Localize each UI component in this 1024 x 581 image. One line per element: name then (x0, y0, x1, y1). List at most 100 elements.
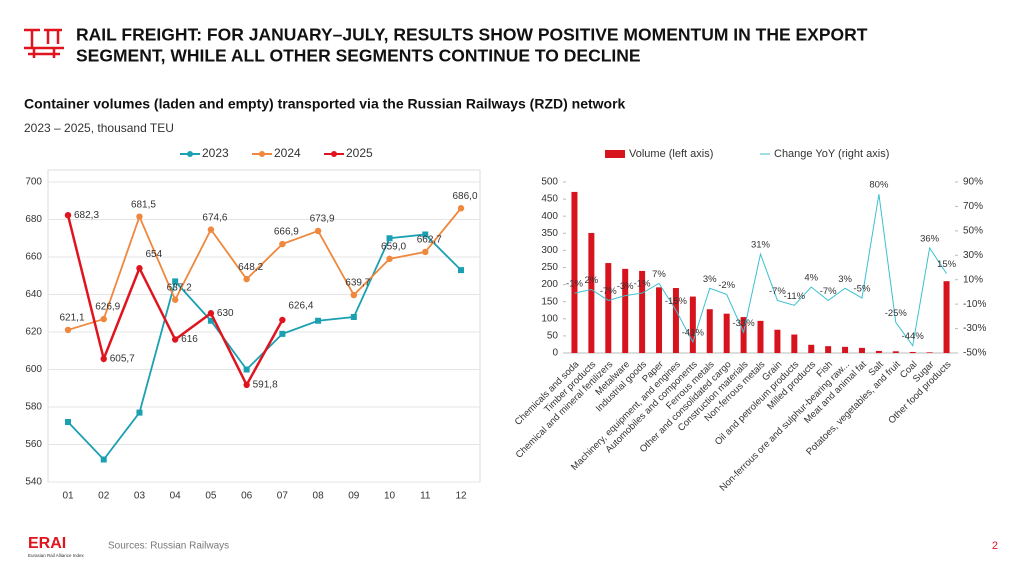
page-number: 2 (992, 540, 998, 552)
legend-marker (331, 151, 337, 157)
marker (243, 366, 250, 373)
data-label: 630 (217, 308, 234, 319)
bar (740, 317, 747, 353)
data-label: -7% (769, 286, 786, 297)
data-label: 591,8 (253, 380, 278, 391)
bar (943, 281, 950, 353)
data-label: -7% (600, 286, 617, 297)
x-tick-label: 06 (241, 491, 253, 502)
bar (774, 329, 781, 353)
marker (386, 255, 393, 263)
marker (243, 381, 250, 389)
data-label: -11% (784, 291, 806, 302)
y-tick-label: 250 (541, 262, 558, 273)
data-label: 15% (937, 259, 957, 270)
legend-label: 2024 (274, 146, 301, 160)
bar (926, 352, 933, 353)
data-label: -3% (617, 281, 634, 292)
data-label: 659,0 (381, 242, 406, 253)
y2-tick-label: 50% (963, 225, 983, 236)
y-tick-label: 540 (25, 477, 42, 488)
legend-label: Volume (left axis) (629, 148, 713, 160)
legend-label: Change YoY (right axis) (774, 148, 889, 160)
bar (909, 351, 916, 353)
y-tick-label: 50 (547, 331, 559, 342)
y-tick-label: 560 (25, 439, 42, 450)
bar (706, 309, 713, 353)
y-tick-label: 450 (541, 194, 558, 205)
data-label: 36% (920, 233, 940, 244)
marker (386, 235, 393, 242)
data-label: 31% (751, 240, 771, 251)
data-label: -41% (682, 328, 705, 339)
legend-label: 2023 (202, 146, 229, 160)
marker (172, 278, 179, 285)
data-label: -25% (885, 308, 908, 319)
bar (689, 296, 696, 353)
data-label: 673,9 (310, 214, 335, 225)
data-label: 2% (585, 275, 599, 286)
bar (892, 351, 899, 353)
title-line: SEGMENT, WHILE ALL OTHER SEGMENTS CONTIN… (76, 46, 641, 66)
bar (723, 313, 730, 353)
data-label: 666,9 (274, 227, 299, 238)
marker (314, 227, 322, 235)
y2-tick-label: 10% (963, 274, 983, 285)
data-label: 626,4 (288, 301, 313, 312)
marker (422, 231, 429, 238)
legend-marker (187, 151, 193, 157)
y-tick-label: 500 (541, 177, 558, 188)
data-label: 648,2 (238, 262, 263, 273)
note: 2023 – 2025, thousand TEU (24, 121, 174, 135)
data-label: 637,2 (167, 282, 192, 293)
y2-tick-label: -10% (963, 299, 986, 310)
data-label: 654 (145, 249, 162, 260)
y-tick-label: 600 (25, 364, 42, 375)
bar (808, 344, 815, 353)
data-label: 682,3 (74, 210, 99, 221)
marker (136, 265, 143, 272)
y-tick-label: 350 (541, 228, 558, 239)
marker (100, 355, 107, 363)
bar (791, 334, 798, 353)
y2-tick-label: -50% (963, 348, 986, 359)
data-label: -44% (902, 331, 925, 342)
data-label: -33% (732, 318, 755, 329)
marker (457, 205, 465, 212)
marker (350, 291, 358, 299)
series-line (67, 207, 462, 331)
marker (64, 211, 72, 219)
marker (315, 317, 322, 324)
marker (279, 316, 286, 324)
data-label: -15% (665, 296, 688, 307)
y-tick-label: 640 (25, 289, 42, 300)
x-tick-label: 03 (134, 491, 146, 502)
y-tick-label: 700 (25, 177, 42, 188)
subtitle: Container volumes (laden and empty) tran… (24, 96, 626, 112)
x-tick-label: 12 (455, 491, 467, 502)
title-line: RAIL FREIGHT: FOR JANUARY–JULY, RESULTS … (76, 25, 868, 45)
marker (64, 326, 72, 334)
data-label: 605,7 (110, 353, 135, 364)
marker (136, 213, 143, 220)
x-tick-label: 08 (313, 491, 325, 502)
marker (171, 296, 179, 303)
data-label: 686,0 (452, 191, 477, 202)
y-tick-label: 580 (25, 402, 42, 413)
marker (458, 267, 464, 274)
marker (136, 409, 143, 416)
data-label: 80% (869, 180, 889, 191)
data-label: 4% (804, 273, 818, 284)
data-label: 639,7 (345, 278, 370, 289)
bar (588, 232, 595, 353)
marker (207, 226, 215, 233)
marker (65, 419, 71, 425)
x-tick-label: 01 (62, 491, 74, 502)
data-label: 621,1 (59, 313, 84, 324)
bar (605, 263, 612, 353)
marker (279, 240, 286, 248)
header-icon (24, 28, 64, 58)
x-tick-label: 11 (420, 491, 431, 502)
